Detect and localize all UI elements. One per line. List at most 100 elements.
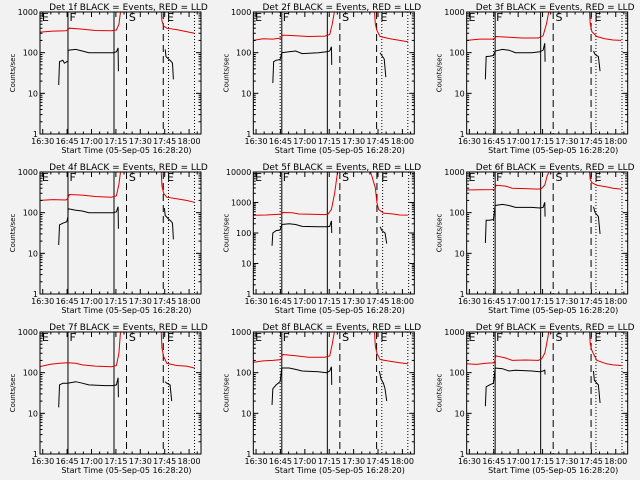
y-axis-label: Counts/sec <box>222 214 230 253</box>
x-tick-label: 16:45 <box>482 457 505 466</box>
x-tick-label: 17:15 <box>318 457 341 466</box>
region-label: E <box>381 171 388 184</box>
x-tick-label: 16:45 <box>56 137 79 146</box>
x-tick-label: 17:15 <box>318 297 341 306</box>
x-tick-label: 17:30 <box>555 297 578 306</box>
series-events-line <box>272 46 333 84</box>
y-axis-label: Counts/sec <box>222 374 230 413</box>
series-events-line <box>379 52 387 78</box>
series-events-line <box>58 47 119 86</box>
plot-frame <box>252 331 415 455</box>
x-tick-label: 18:00 <box>391 457 414 466</box>
y-tick-label: 1000 <box>231 328 251 337</box>
region-label: F <box>496 331 502 344</box>
region-label: F <box>496 11 502 24</box>
y-tick-label: 1000 <box>18 8 38 17</box>
y-tick-label: 10 <box>28 89 38 98</box>
x-tick-label: 17:30 <box>129 137 152 146</box>
x-tick-label: 17:45 <box>580 137 603 146</box>
series-lld-line <box>466 332 550 365</box>
x-tick-label: 16:45 <box>269 297 292 306</box>
series-events-line <box>484 43 546 80</box>
x-tick-label: 17:15 <box>104 137 127 146</box>
x-tick-label: 17:45 <box>366 297 389 306</box>
series-events-line <box>592 206 601 234</box>
x-axis-label: Start Time (05-Sep-05 16:28:20) <box>488 466 618 475</box>
y-tick-label: 1000 <box>231 199 251 208</box>
series-events-line <box>592 370 601 404</box>
y-axis-label: Counts/sec <box>436 54 444 93</box>
region-label: S <box>342 171 349 184</box>
x-tick-label: 17:45 <box>366 137 389 146</box>
series-lld-line <box>588 332 622 366</box>
y-tick-label: 1000 <box>444 168 464 177</box>
region-label: F <box>69 171 75 184</box>
region-label: E <box>42 331 49 344</box>
y-tick-label: 1000 <box>444 8 464 17</box>
series-lld-line <box>160 332 195 369</box>
region-label: E <box>167 331 174 344</box>
y-tick-label: 1 <box>460 130 465 139</box>
y-tick-label: 1000 <box>18 168 38 177</box>
region-label: E <box>42 11 49 24</box>
x-tick-label: 16:45 <box>269 457 292 466</box>
panel-title: Det 8f BLACK = Events, RED = LLD <box>262 323 421 333</box>
y-tick-label: 100 <box>236 229 251 238</box>
series-events-line <box>58 206 119 246</box>
y-tick-label: 1 <box>33 450 38 459</box>
x-axis-label: Start Time (05-Sep-05 16:28:20) <box>488 306 618 315</box>
panel-title: Det 5f BLACK = Events, RED = LLD <box>262 163 421 173</box>
region-label: E <box>167 171 174 184</box>
series-events-line <box>484 202 546 244</box>
y-tick-label: 1000 <box>18 328 38 337</box>
x-axis-label: Start Time (05-Sep-05 16:28:20) <box>61 146 191 155</box>
region-label: E <box>42 171 49 184</box>
y-tick-label: 10000 <box>226 168 251 177</box>
y-axis-label: Counts/sec <box>436 374 444 413</box>
x-tick-label: 16:30 <box>458 137 481 146</box>
x-tick-label: 17:45 <box>580 457 603 466</box>
region-label: S <box>342 11 349 24</box>
x-tick-label: 17:30 <box>555 457 578 466</box>
x-tick-label: 17:00 <box>293 297 316 306</box>
y-tick-label: 100 <box>23 369 38 378</box>
x-tick-label: 18:00 <box>178 137 201 146</box>
y-tick-label: 10 <box>241 89 251 98</box>
x-tick-label: 18:00 <box>391 137 414 146</box>
y-tick-label: 10 <box>241 409 251 418</box>
series-lld-line <box>40 12 121 33</box>
x-tick-label: 17:30 <box>342 297 365 306</box>
series-events-line <box>379 226 388 244</box>
y-tick-label: 10 <box>28 249 38 258</box>
x-tick-label: 17:00 <box>293 137 316 146</box>
x-tick-label: 18:00 <box>604 457 627 466</box>
x-tick-label: 16:30 <box>458 457 481 466</box>
x-tick-label: 16:30 <box>31 297 54 306</box>
x-tick-label: 16:30 <box>31 137 54 146</box>
x-tick-label: 16:45 <box>56 297 79 306</box>
region-label: S <box>129 331 136 344</box>
y-axis-label: Counts/sec <box>9 374 17 413</box>
x-tick-label: 17:30 <box>129 297 152 306</box>
y-tick-label: 1 <box>33 290 38 299</box>
series-events-line <box>593 50 601 72</box>
x-tick-label: 17:45 <box>580 297 603 306</box>
y-tick-label: 100 <box>236 49 251 58</box>
plot-frame <box>39 171 202 295</box>
y-axis-label: Counts/sec <box>9 214 17 253</box>
series-events-line <box>163 207 174 240</box>
x-tick-label: 17:45 <box>366 457 389 466</box>
y-tick-label: 10 <box>454 409 464 418</box>
series-lld-line <box>588 12 622 41</box>
x-tick-label: 16:30 <box>245 297 268 306</box>
series-lld-line <box>253 332 335 363</box>
x-tick-label: 17:45 <box>153 137 176 146</box>
series-lld-line <box>253 12 335 41</box>
x-tick-label: 18:00 <box>604 137 627 146</box>
x-tick-label: 16:30 <box>31 457 54 466</box>
x-tick-label: 17:00 <box>80 297 103 306</box>
y-tick-label: 1 <box>33 130 38 139</box>
